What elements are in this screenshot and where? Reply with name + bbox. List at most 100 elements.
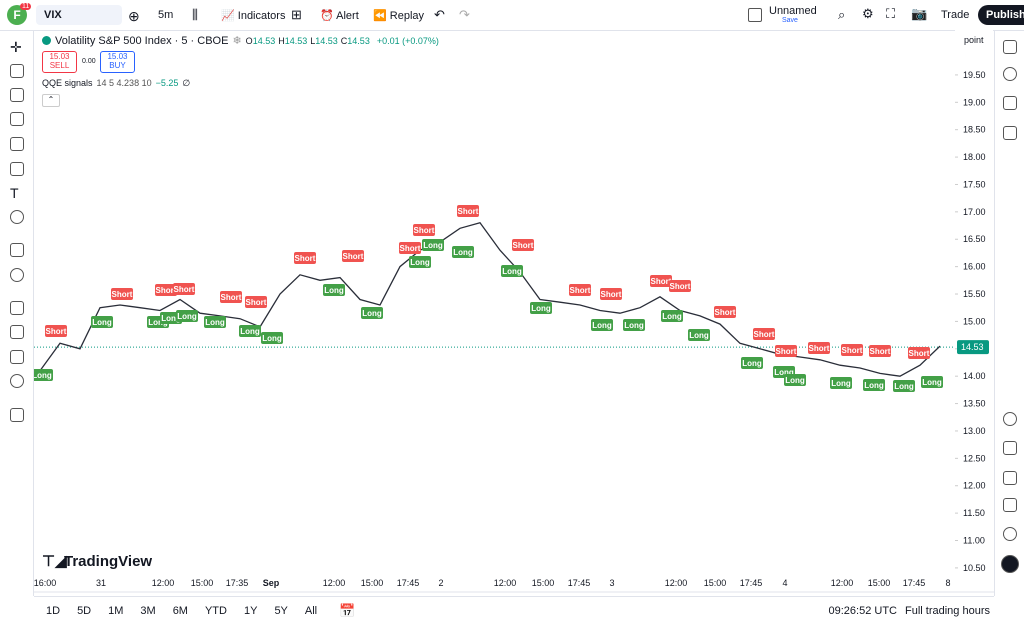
projection-tool[interactable] <box>10 137 24 151</box>
range-button[interactable]: 6M <box>172 604 188 617</box>
interval[interactable]: 5m <box>158 9 174 21</box>
emoji-tool[interactable] <box>10 210 24 224</box>
measure-tool[interactable] <box>10 243 24 257</box>
snapshot[interactable]: 📷 <box>911 6 928 21</box>
signal-box <box>688 329 710 341</box>
signal-label: Short <box>112 290 133 299</box>
x-tick-label: 17:45 <box>903 578 926 588</box>
layouts[interactable]: ⊞ <box>291 7 302 22</box>
alert[interactable]: ⏰ Alert <box>320 10 359 22</box>
signal-label: Long <box>262 334 282 343</box>
legend-title: Volatility S&P 500 Index · 5 · CBOE <box>55 34 229 47</box>
replay-label: Replay <box>389 10 425 22</box>
lock-draw-tool[interactable] <box>10 325 24 339</box>
signal-box <box>155 284 177 296</box>
trend-line-tool[interactable] <box>10 64 24 78</box>
trash-tool[interactable] <box>10 408 24 422</box>
top-toolbar: F 11 VIX ⊕ 5m ⫼ 📈 Indicators ⊞ ⏰ Alert ⏪… <box>0 0 1024 31</box>
y-tick-label: 11.50 <box>963 508 985 518</box>
watchlist[interactable] <box>1003 40 1017 54</box>
undo[interactable]: ↶ <box>434 7 445 22</box>
text-tool[interactable]: T <box>10 185 19 201</box>
alerts[interactable] <box>1003 67 1017 81</box>
pine[interactable] <box>1003 441 1017 455</box>
signal-box <box>34 369 53 381</box>
signal-label: Long <box>831 379 851 388</box>
range-button[interactable]: 1D <box>46 604 61 617</box>
y-tick-label: 12.50 <box>963 453 986 463</box>
hide-tool[interactable] <box>10 374 24 388</box>
x-tick-label: 16:00 <box>34 578 56 588</box>
signal-label: Short <box>246 298 267 307</box>
layout-name[interactable]: Unnamed <box>769 5 817 17</box>
indicator-name: QQE signals <box>42 78 93 88</box>
symbol[interactable]: VIX <box>44 9 62 21</box>
add-symbol[interactable]: ⊕ <box>128 8 140 24</box>
object-tree[interactable] <box>1003 96 1017 110</box>
sell-button[interactable]: 15.03 SELL <box>42 51 77 73</box>
signal-label: Long <box>161 314 181 323</box>
chart-type[interactable]: ⫼ <box>192 7 198 22</box>
signal-label: Long <box>34 371 52 380</box>
publish[interactable]: Publish <box>978 5 1024 25</box>
collapse-legend[interactable]: ⌃ <box>42 94 60 107</box>
signal-box <box>863 379 885 391</box>
fib-tool[interactable] <box>10 88 24 102</box>
signal-label: Long <box>624 321 644 330</box>
avatar[interactable]: F <box>7 5 27 25</box>
x-tick-label: 4 <box>782 578 787 588</box>
y-tick-label: 16.00 <box>963 262 986 272</box>
x-tick-label: 12:00 <box>152 578 175 588</box>
y-tick-label: 15.00 <box>963 316 986 326</box>
range-button[interactable]: 1Y <box>243 604 258 617</box>
range-button[interactable]: 5D <box>77 604 92 617</box>
signal-box <box>220 291 242 303</box>
sell-price: 15.03 <box>49 52 70 61</box>
y-tick-label: 13.00 <box>963 426 986 436</box>
x-tick-label: 17:45 <box>740 578 763 588</box>
signal-label: Long <box>453 248 473 257</box>
signal-box <box>111 288 133 300</box>
clock: 09:26:52 UTC <box>828 604 897 617</box>
lock-tool[interactable] <box>10 350 24 364</box>
signal-box <box>245 296 267 308</box>
cursor-tool[interactable]: ✛ <box>10 39 22 55</box>
signal-box <box>600 288 622 300</box>
signal-label: Long <box>502 267 522 276</box>
range-button[interactable]: All <box>304 604 318 617</box>
brush-tool[interactable] <box>10 162 24 176</box>
y-tick-label: 18.50 <box>963 125 986 135</box>
buy-button[interactable]: 15.03 BUY <box>100 51 135 73</box>
fullscreen[interactable]: ⛶ <box>886 6 896 21</box>
target[interactable] <box>1003 412 1017 426</box>
sell-label: SELL <box>49 61 70 70</box>
x-tick-label: 17:45 <box>397 578 420 588</box>
range-button[interactable]: 1M <box>108 604 124 617</box>
notifications[interactable] <box>1003 527 1017 541</box>
range-button[interactable]: 5Y <box>274 604 288 617</box>
indicators[interactable]: 📈 Indicators <box>221 10 286 22</box>
date-range[interactable]: 📅 <box>339 602 356 618</box>
settings[interactable]: ⚙ <box>862 6 874 21</box>
range-button[interactable]: YTD <box>204 604 227 617</box>
y-tick-label: 16.50 <box>963 234 986 244</box>
magnet-tool[interactable] <box>10 301 24 315</box>
indicators-label: Indicators <box>237 10 286 22</box>
quick-search[interactable]: ⌕ <box>838 7 846 22</box>
trade[interactable]: Trade <box>941 9 970 21</box>
streams[interactable] <box>1003 498 1017 512</box>
apps[interactable] <box>1001 555 1019 573</box>
range-button[interactable]: 3M <box>140 604 156 617</box>
session[interactable]: Full trading hours <box>905 604 990 617</box>
redo[interactable]: ↷ <box>459 7 470 22</box>
layout-icon[interactable] <box>748 8 762 22</box>
replay[interactable]: ⏪ Replay <box>373 10 425 22</box>
calendar[interactable] <box>1003 471 1017 485</box>
symbol-box[interactable] <box>36 5 122 25</box>
chats[interactable] <box>1003 126 1017 140</box>
zoom-tool[interactable] <box>10 268 24 282</box>
pattern-tool[interactable] <box>10 112 24 126</box>
x-tick-label: 2 <box>438 578 443 588</box>
y-tick-label: 13.50 <box>963 399 986 409</box>
indicator-value: −5.25 <box>155 78 179 88</box>
